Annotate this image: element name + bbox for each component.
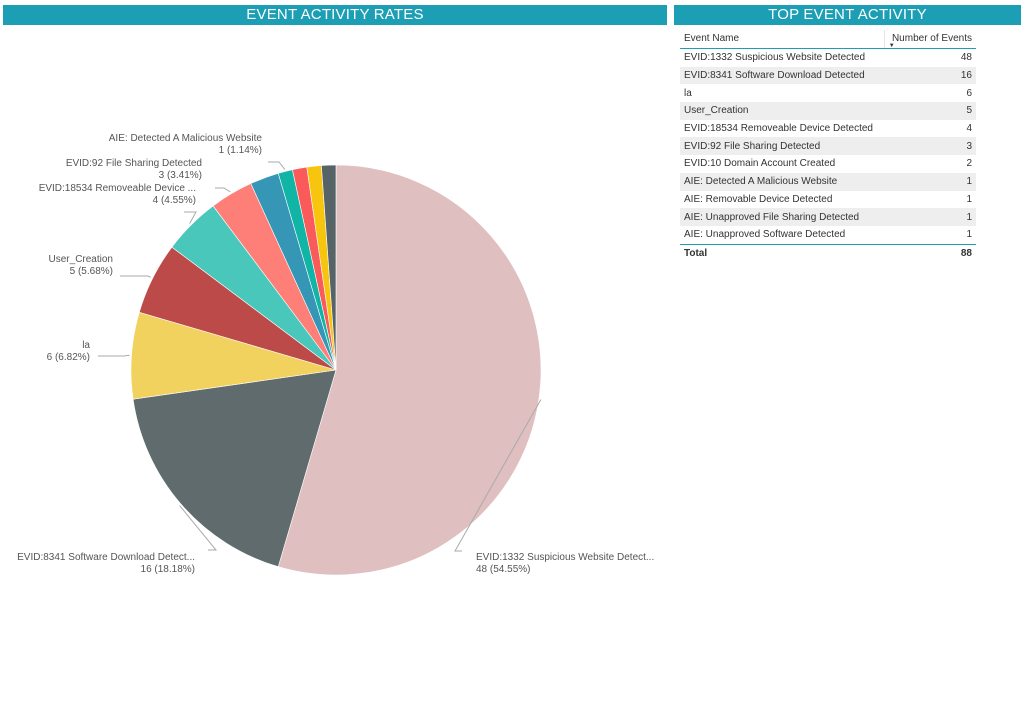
number-of-events-label: Number of Events [891, 33, 972, 44]
event-count-cell: 2 [884, 155, 976, 173]
leader-line [184, 211, 197, 224]
event-count-cell: 16 [884, 66, 976, 85]
table-row[interactable]: EVID:10 Domain Account Created 2 [680, 155, 976, 173]
event-name-cell: EVID:1332 Suspicious Website Detected [680, 48, 885, 67]
pie-slices [130, 164, 542, 576]
column-header-event-name[interactable]: Event Name [680, 30, 885, 49]
slice-value-label: 3 (3.41%) [159, 170, 202, 181]
pie-slice[interactable] [321, 164, 337, 371]
event-name-cell: AIE: Unapproved File Sharing Detected [680, 208, 885, 226]
event-count-cell: 5 [884, 102, 976, 120]
table-row[interactable]: AIE: Removable Device Detected 1 [680, 190, 976, 209]
event-name-cell: AIE: Removable Device Detected [680, 190, 885, 209]
event-count-cell: 1 [884, 225, 976, 245]
leader-line [179, 505, 218, 551]
leader-line [454, 399, 542, 552]
slice-label: User_Creation [49, 254, 113, 265]
pie-slice[interactable] [277, 164, 542, 576]
leader-line [268, 161, 286, 170]
column-header-number-of-events[interactable]: Number of Events ▼ [883, 30, 976, 49]
total-label: Total [680, 243, 885, 263]
event-name-cell: AIE: Detected A Malicious Website [680, 172, 885, 191]
event-activity-rates-header: EVENT ACTIVITY RATES [3, 5, 667, 25]
event-count-cell: 1 [884, 208, 976, 226]
event-name-cell: la [680, 84, 885, 103]
slice-label: EVID:8341 Software Download Detect... [17, 552, 195, 563]
event-name-cell: EVID:10 Domain Account Created [680, 155, 885, 173]
event-count-cell: 48 [884, 48, 976, 67]
event-count-cell: 4 [884, 119, 976, 138]
slice-value-label: 4 (4.55%) [153, 195, 196, 206]
slice-label: EVID:92 File Sharing Detected [66, 158, 202, 169]
pie-leader-lines [98, 161, 542, 552]
slice-value-label: 1 (1.14%) [219, 145, 262, 156]
table-row[interactable]: AIE: Unapproved Software Detected 1 [680, 225, 976, 245]
slice-label: la [82, 340, 90, 351]
event-name-cell: EVID:18534 Removeable Device Detected [680, 119, 885, 138]
slice-label: AIE: Detected A Malicious Website [109, 133, 263, 144]
event-count-cell: 1 [884, 172, 976, 191]
event-count-cell: 3 [884, 137, 976, 156]
top-event-activity-header: TOP EVENT ACTIVITY [674, 5, 1021, 25]
table-row[interactable]: AIE: Detected A Malicious Website 1 [680, 172, 976, 191]
pie-slice[interactable] [132, 369, 337, 568]
leader-line [98, 354, 130, 357]
slice-value-label: 16 (18.18%) [141, 564, 195, 575]
top-event-activity-table: Event Name Number of Events ▼ EVID:1332 … [680, 30, 976, 263]
event-count-cell: 1 [884, 190, 976, 209]
leader-line [215, 187, 231, 193]
event-count-cell: 6 [884, 84, 976, 103]
sort-descending-icon: ▼ [888, 43, 895, 49]
slice-label: EVID:18534 Removeable Device ... [39, 183, 196, 194]
table-row[interactable]: EVID:1332 Suspicious Website Detected 48 [680, 48, 976, 67]
slice-value-label: 5 (5.68%) [70, 266, 113, 277]
event-name-cell: EVID:8341 Software Download Detected [680, 66, 885, 85]
total-value: 88 [884, 243, 976, 263]
table-row[interactable]: AIE: Unapproved File Sharing Detected 1 [680, 208, 976, 226]
table-row[interactable]: EVID:8341 Software Download Detected 16 [680, 66, 976, 85]
slice-value-label: 48 (54.55%) [476, 564, 530, 575]
table-row[interactable]: la 6 [680, 84, 976, 103]
event-activity-pie-chart[interactable]: EVID:1332 Suspicious Website Detect...48… [0, 28, 670, 668]
pie-labels: EVID:1332 Suspicious Website Detect...48… [17, 133, 654, 575]
event-name-cell: User_Creation [680, 102, 885, 120]
table-row[interactable]: User_Creation 5 [680, 102, 976, 120]
table-row[interactable]: EVID:92 File Sharing Detected 3 [680, 137, 976, 156]
event-name-cell: EVID:92 File Sharing Detected [680, 137, 885, 156]
slice-value-label: 6 (6.82%) [47, 352, 90, 363]
table-row[interactable]: EVID:18534 Removeable Device Detected 4 [680, 119, 976, 138]
leader-line [120, 275, 152, 278]
event-name-cell: AIE: Unapproved Software Detected [680, 225, 885, 245]
slice-label: EVID:1332 Suspicious Website Detect... [476, 552, 654, 563]
